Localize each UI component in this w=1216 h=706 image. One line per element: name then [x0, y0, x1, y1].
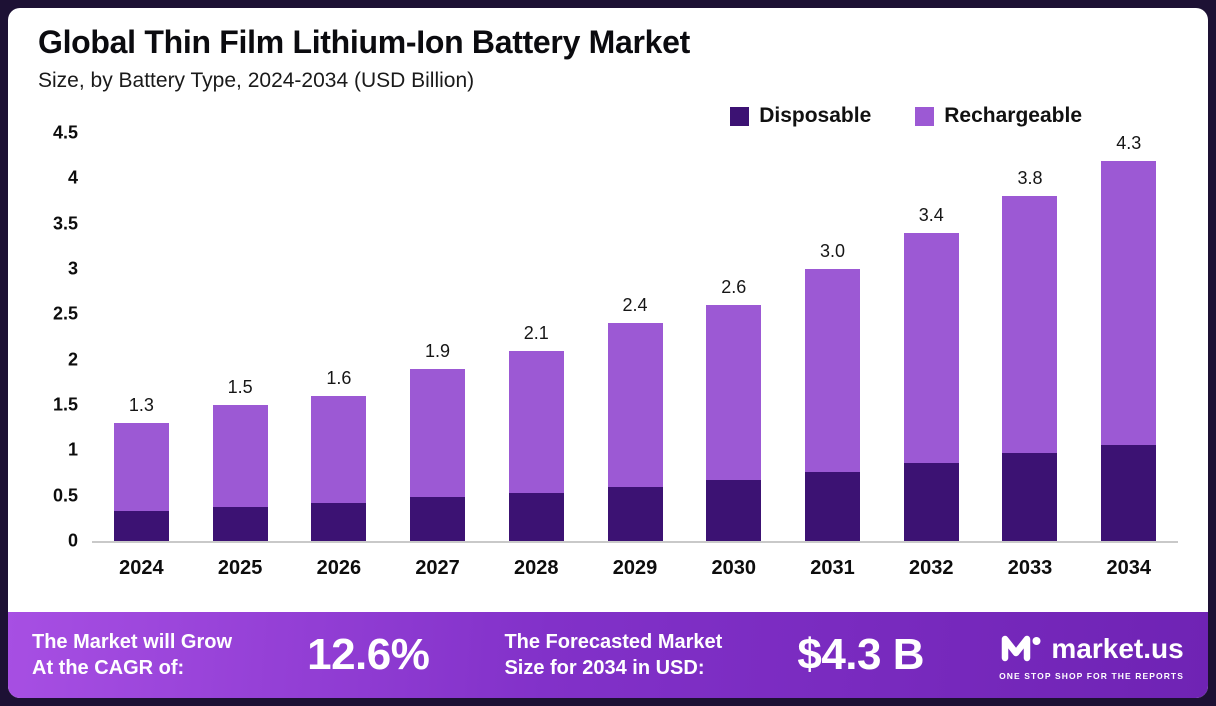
- bar-segment-rechargeable: [1101, 161, 1157, 445]
- bar-total-label: 1.9: [425, 340, 451, 361]
- forecast-label: The Forecasted Market Size for 2034 in U…: [504, 629, 722, 681]
- bar-group-2027: 1.9: [388, 133, 487, 541]
- chart-subtitle: Size, by Battery Type, 2024-2034 (USD Bi…: [38, 69, 475, 92]
- bar-group-2031: 3.0: [783, 133, 882, 541]
- bar-group-2034: 4.3: [1079, 133, 1178, 541]
- bar-group-2026: 1.6: [289, 133, 388, 541]
- x-axis-label: 2031: [810, 557, 855, 579]
- y-axis-label: 3.5: [52, 213, 78, 234]
- bar-segment-disposable: [706, 480, 762, 541]
- bar-segment-rechargeable: [1002, 196, 1058, 454]
- bar-segment-disposable: [113, 511, 169, 541]
- plot-area: 4.5 4 3.5 3 2.5 2 1.5 1 0.5 0 1.3 1.5 1.6 1.9 2.1 2.4 2.…: [53, 123, 1178, 551]
- forecast-label-line1: The Forecasted Market: [504, 631, 723, 653]
- footer-banner: The Market will Grow At the CAGR of: 12.…: [8, 612, 1208, 698]
- bar-group-2033: 3.8: [981, 133, 1080, 541]
- bar-group-2028: 2.1: [487, 133, 586, 541]
- bar-segment-rechargeable: [805, 269, 860, 473]
- x-axis-label: 2030: [711, 557, 757, 579]
- legend-item-rechargeable: Rechargeable: [915, 104, 1082, 128]
- bar-total-label: 1.6: [326, 367, 352, 388]
- cagr-label-line1: The Market will Grow: [32, 631, 233, 653]
- bar-total-label: 2.6: [721, 277, 747, 298]
- y-axis-label: 2: [67, 349, 78, 370]
- y-axis-label: 1: [67, 439, 78, 460]
- y-axis-label: 1.5: [52, 394, 78, 415]
- legend: Disposable Rechargeable: [730, 104, 1082, 128]
- bar-segment-disposable: [1101, 444, 1157, 541]
- cagr-label: The Market will Grow At the CAGR of:: [32, 629, 232, 681]
- x-axis-label: 2024: [119, 557, 164, 579]
- y-axis-label: 0.5: [52, 485, 78, 506]
- x-axis-label: 2033: [1007, 557, 1053, 579]
- x-axis-label: 2026: [316, 557, 362, 579]
- bar-total-label: 4.3: [1116, 133, 1142, 153]
- cagr-value: 12.6%: [307, 630, 430, 679]
- legend-item-disposable: Disposable: [730, 104, 871, 128]
- cagr-label-line2: At the CAGR of:: [32, 657, 185, 679]
- bar-total-label: 2.1: [523, 322, 549, 343]
- bar-group-2029: 2.4: [586, 133, 685, 541]
- page-title: Global Thin Film Lithium-Ion Battery Mar…: [38, 24, 691, 60]
- bar-total-label: 2.4: [622, 295, 648, 316]
- bar-segment-rechargeable: [212, 405, 268, 508]
- brand-name: market.us: [1051, 633, 1184, 664]
- bar-total-label: 3.4: [918, 204, 944, 225]
- brand-block: market.us ONE STOP SHOP FOR THE REPORTS: [999, 630, 1184, 681]
- y-axis-label: 4: [67, 167, 78, 188]
- forecast-label-line2: Size for 2034 in USD:: [504, 657, 705, 679]
- y-axis-label: 0: [67, 530, 78, 551]
- chart-header: Global Thin Film Lithium-Ion Battery Mar…: [8, 8, 1208, 93]
- bar-segment-rechargeable: [311, 395, 367, 503]
- y-axis-label: 2.5: [52, 303, 78, 324]
- bar-total-label: 1.3: [128, 395, 154, 416]
- bar-segment-rechargeable: [410, 368, 466, 498]
- x-axis-label: 2028: [514, 557, 559, 579]
- legend-label: Disposable: [759, 104, 872, 127]
- bar-segment-disposable: [903, 463, 959, 541]
- legend-swatch-icon: [730, 106, 750, 126]
- bar-group-2025: 1.5: [191, 133, 290, 541]
- bar-segment-rechargeable: [706, 305, 762, 481]
- bar-total-label: 3.0: [819, 241, 846, 262]
- bar-total-label: 1.5: [227, 377, 253, 398]
- bar-segment-disposable: [508, 492, 564, 541]
- bar-segment-disposable: [1002, 453, 1058, 541]
- legend-label: Rechargeable: [944, 104, 1082, 127]
- x-axis: 2024 2025 2026 2027 2028 2029 2030 2031 2032 2033…: [92, 543, 1178, 595]
- bar-segment-rechargeable: [113, 423, 169, 512]
- bar-segment-disposable: [805, 472, 860, 541]
- bar-segment-disposable: [311, 502, 367, 541]
- x-axis-label: 2027: [415, 557, 460, 579]
- bar-group-2030: 2.6: [684, 133, 783, 541]
- legend-swatch-icon: [915, 106, 935, 126]
- x-axis-label: 2025: [217, 557, 263, 579]
- x-axis-label: 2029: [612, 557, 658, 579]
- y-axis-label: 4.5: [52, 122, 78, 143]
- x-axis-label: 2032: [908, 557, 954, 579]
- bar-segment-rechargeable: [903, 232, 959, 464]
- brand-tagline: ONE STOP SHOP FOR THE REPORTS: [999, 670, 1184, 681]
- bar-segment-disposable: [607, 486, 663, 541]
- bar-group-2024: 1.3: [92, 133, 191, 541]
- bar-group-2032: 3.4: [882, 133, 981, 541]
- x-axis-label: 2034: [1106, 557, 1151, 579]
- marketus-logo-icon: [999, 630, 1043, 669]
- chart-card: Global Thin Film Lithium-Ion Battery Mar…: [8, 8, 1208, 698]
- bar-total-label: 3.8: [1017, 168, 1043, 189]
- forecast-value: $4.3 B: [797, 630, 924, 679]
- bar-segment-rechargeable: [508, 350, 564, 493]
- bar-segment-disposable: [410, 497, 466, 541]
- y-axis-label: 3: [67, 258, 78, 279]
- bar-segment-rechargeable: [607, 323, 663, 487]
- brand-row: market.us: [999, 630, 1184, 669]
- bar-segment-disposable: [212, 507, 268, 541]
